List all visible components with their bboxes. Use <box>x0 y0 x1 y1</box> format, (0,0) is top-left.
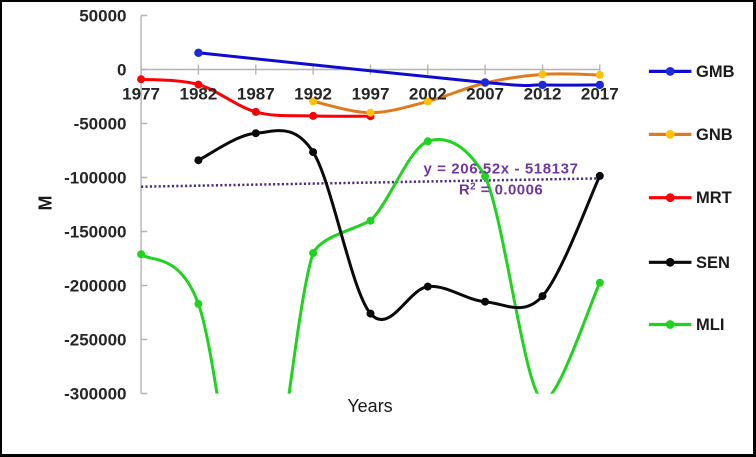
svg-text:1977: 1977 <box>122 84 160 103</box>
svg-text:2007: 2007 <box>466 84 504 103</box>
svg-text:1982: 1982 <box>179 84 217 103</box>
svg-text:2017: 2017 <box>581 84 619 103</box>
svg-text:2012: 2012 <box>524 84 562 103</box>
svg-text:R2 = 0.0006: R2 = 0.0006 <box>459 182 543 199</box>
svg-text:MRT: MRT <box>696 189 732 207</box>
svg-text:0: 0 <box>117 60 126 79</box>
svg-text:-100000: -100000 <box>64 168 126 187</box>
svg-text:2002: 2002 <box>409 84 447 103</box>
svg-text:50000: 50000 <box>79 6 126 25</box>
svg-text:GNB: GNB <box>696 126 733 144</box>
svg-text:SEN: SEN <box>696 254 730 272</box>
svg-text:-250000: -250000 <box>64 330 126 349</box>
svg-text:1987: 1987 <box>237 84 275 103</box>
svg-text:M: M <box>36 196 56 211</box>
svg-text:GMB: GMB <box>696 63 735 81</box>
svg-text:1992: 1992 <box>294 84 332 103</box>
svg-text:-300000: -300000 <box>64 384 126 403</box>
svg-text:1997: 1997 <box>352 84 390 103</box>
svg-text:Years: Years <box>347 396 392 416</box>
svg-text:-150000: -150000 <box>64 222 126 241</box>
svg-text:-200000: -200000 <box>64 276 126 295</box>
svg-text:y = 206.52x - 518137: y = 206.52x - 518137 <box>423 161 578 178</box>
svg-text:MLI: MLI <box>696 316 724 334</box>
svg-text:-50000: -50000 <box>74 114 127 133</box>
